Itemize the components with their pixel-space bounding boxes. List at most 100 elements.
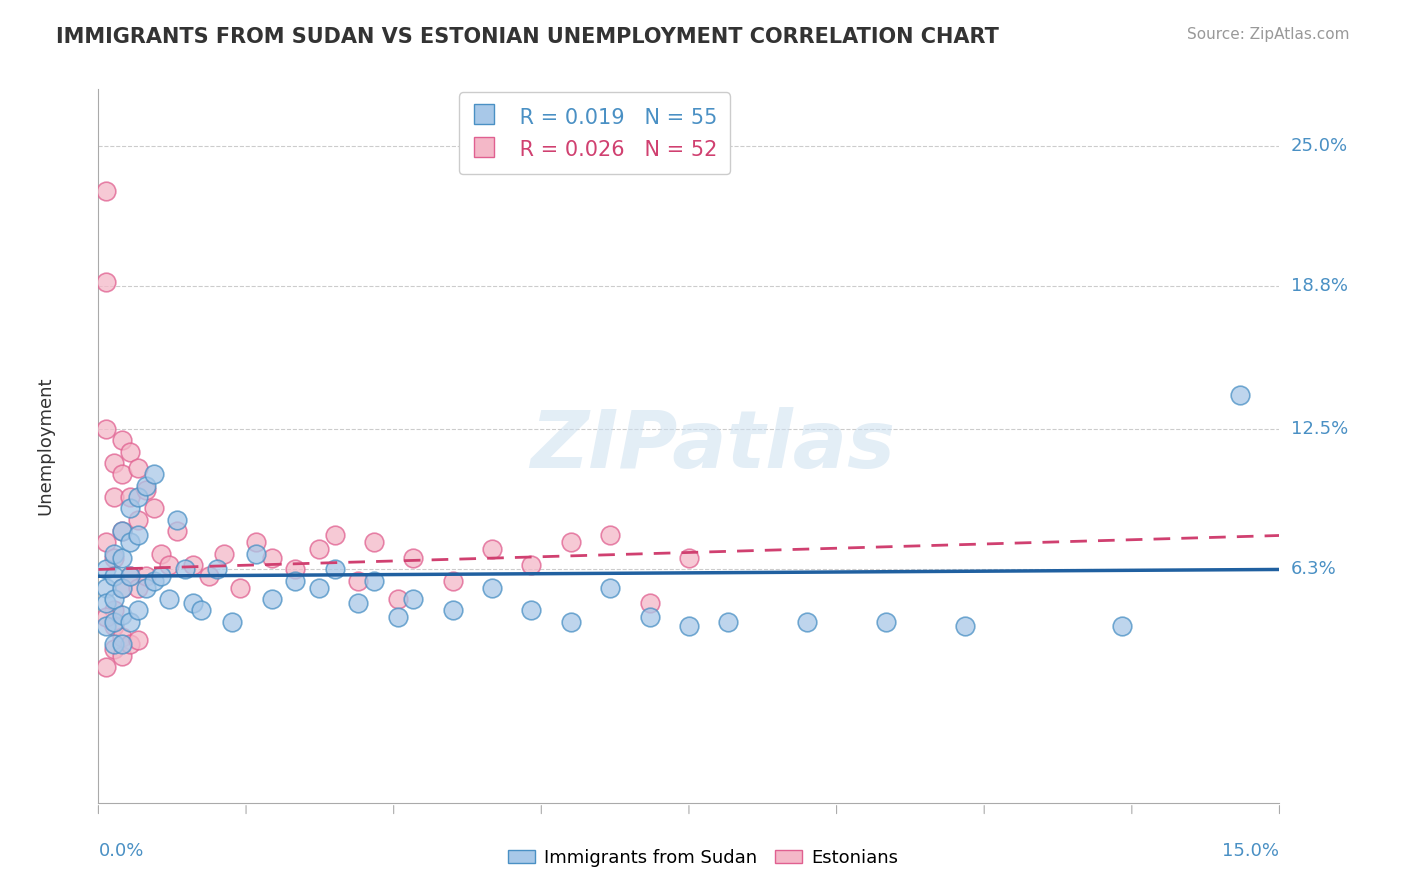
Point [181, 558, 204, 572]
Point [103, 619, 125, 633]
Point [363, 535, 385, 549]
Point [127, 513, 149, 527]
Point [142, 574, 165, 588]
Point [118, 501, 141, 516]
Point [1111, 619, 1133, 633]
Point [1229, 388, 1251, 402]
Point [402, 551, 425, 566]
Point [142, 501, 165, 516]
Point [520, 603, 543, 617]
Point [135, 581, 157, 595]
Point [245, 547, 267, 561]
Text: 12.5%: 12.5% [1291, 420, 1348, 438]
Point [157, 591, 180, 606]
Point [103, 637, 125, 651]
Point [166, 513, 188, 527]
Point [127, 581, 149, 595]
Legend: Immigrants from Sudan, Estonians: Immigrants from Sudan, Estonians [501, 842, 905, 874]
Text: 6.3%: 6.3% [1291, 560, 1336, 579]
Point [323, 528, 346, 542]
Point [111, 581, 134, 595]
Point [103, 490, 125, 504]
Point [118, 637, 141, 651]
Point [96, 581, 118, 595]
Point [387, 591, 409, 606]
Point [118, 615, 141, 629]
Point [678, 619, 700, 633]
Point [118, 535, 141, 549]
Point [229, 581, 252, 595]
Point [111, 524, 134, 538]
Point [560, 535, 582, 549]
Point [599, 528, 621, 542]
Text: Unemployment: Unemployment [37, 376, 55, 516]
Point [103, 456, 125, 470]
Point [323, 562, 346, 576]
Point [181, 597, 204, 611]
Point [678, 551, 700, 566]
Text: 0.0%: 0.0% [98, 842, 143, 860]
Legend:  R = 0.019   N = 55,  R = 0.026   N = 52: R = 0.019 N = 55, R = 0.026 N = 52 [458, 93, 730, 174]
Point [103, 591, 125, 606]
Text: Source: ZipAtlas.com: Source: ZipAtlas.com [1187, 27, 1350, 42]
Point [96, 660, 118, 674]
Point [142, 467, 165, 482]
Point [111, 581, 134, 595]
Text: 15.0%: 15.0% [1222, 842, 1279, 860]
Point [347, 597, 370, 611]
Point [308, 542, 330, 557]
Point [96, 619, 118, 633]
Point [96, 597, 118, 611]
Point [111, 648, 134, 663]
Point [166, 524, 188, 538]
Point [875, 615, 897, 629]
Point [111, 631, 134, 645]
Point [96, 422, 118, 436]
Point [363, 574, 385, 588]
Point [245, 535, 267, 549]
Point [96, 610, 118, 624]
Point [190, 603, 212, 617]
Point [221, 615, 243, 629]
Point [103, 641, 125, 656]
Point [402, 591, 425, 606]
Point [118, 569, 141, 583]
Point [599, 581, 621, 595]
Point [441, 603, 464, 617]
Point [260, 591, 283, 606]
Point [520, 558, 543, 572]
Point [118, 444, 141, 458]
Text: 25.0%: 25.0% [1291, 136, 1348, 155]
Point [260, 551, 283, 566]
Point [103, 603, 125, 617]
Point [135, 478, 157, 492]
Point [127, 490, 149, 504]
Text: IMMIGRANTS FROM SUDAN VS ESTONIAN UNEMPLOYMENT CORRELATION CHART: IMMIGRANTS FROM SUDAN VS ESTONIAN UNEMPL… [56, 27, 1000, 46]
Point [638, 610, 661, 624]
Point [111, 607, 134, 622]
Point [118, 490, 141, 504]
Point [284, 562, 307, 576]
Point [347, 574, 370, 588]
Point [205, 562, 228, 576]
Text: ZIPatlas: ZIPatlas [530, 407, 896, 485]
Point [111, 524, 134, 538]
Point [135, 483, 157, 498]
Point [127, 632, 149, 647]
Point [638, 597, 661, 611]
Point [127, 460, 149, 475]
Point [96, 184, 118, 198]
Point [96, 535, 118, 549]
Point [717, 615, 740, 629]
Point [127, 528, 149, 542]
Point [96, 275, 118, 289]
Point [135, 569, 157, 583]
Point [111, 467, 134, 482]
Point [111, 551, 134, 566]
Point [127, 603, 149, 617]
Point [197, 569, 219, 583]
Point [118, 569, 141, 583]
Point [103, 569, 125, 583]
Point [103, 547, 125, 561]
Point [481, 581, 503, 595]
